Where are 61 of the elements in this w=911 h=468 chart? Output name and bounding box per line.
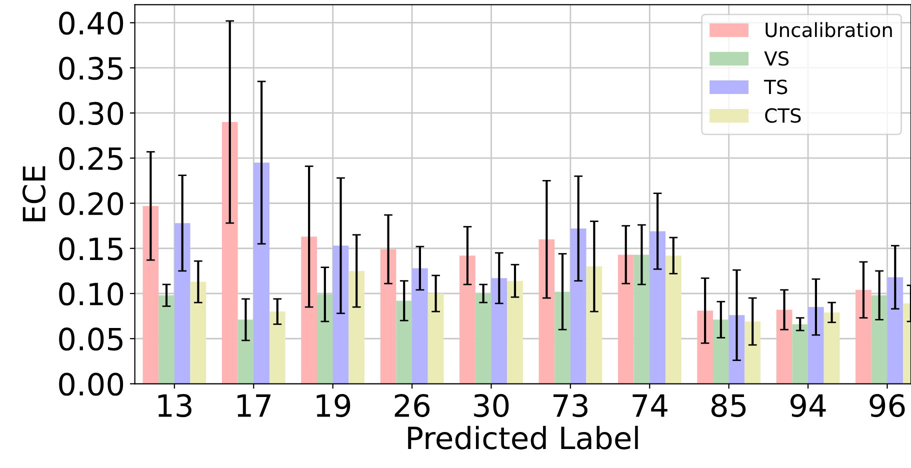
x-axis-title: Predicted Label [408, 426, 638, 450]
y-tick-label: 0.05 [59, 328, 122, 351]
bar [428, 294, 444, 384]
x-tick-label: 96 [870, 394, 905, 418]
bar [871, 295, 888, 384]
bar [570, 228, 586, 384]
bar [856, 290, 872, 384]
y-tick-label: 0.25 [59, 147, 122, 170]
legend-label: Uncalibration [766, 22, 892, 38]
bar [460, 256, 476, 384]
x-tick-label: 94 [790, 394, 826, 418]
bar [316, 294, 333, 384]
bar [712, 320, 729, 384]
x-tick-label: 19 [316, 394, 350, 418]
bar [475, 294, 492, 384]
bar [507, 280, 523, 384]
bar [538, 239, 555, 384]
bar [174, 223, 190, 384]
bar [776, 310, 792, 384]
bar [586, 266, 602, 384]
bar [238, 320, 254, 384]
bar [380, 249, 396, 384]
y-tick-label: 0.40 [59, 12, 124, 35]
x-tick-label: 13 [158, 394, 192, 418]
bar [222, 122, 238, 384]
bar [824, 312, 840, 384]
legend-label: TS [764, 80, 788, 94]
bar [412, 268, 428, 384]
bar [348, 270, 365, 384]
bar [808, 307, 824, 384]
bar [697, 310, 713, 384]
legend-label: VS [764, 51, 789, 66]
bar [254, 162, 270, 384]
bar [491, 278, 508, 384]
y-tick-label: 0.10 [59, 282, 124, 306]
y-tick-label: 0.20 [59, 192, 124, 216]
bar [269, 312, 286, 384]
bar [665, 256, 682, 384]
y-tick-label: 0.15 [59, 237, 122, 260]
bar [650, 231, 666, 384]
bar [396, 300, 412, 384]
bar [792, 324, 808, 384]
bar [190, 282, 206, 384]
y-axis-title: ECE [22, 166, 46, 222]
bar [158, 295, 174, 384]
bar [618, 254, 634, 384]
y-tick-label: 0.35 [59, 56, 122, 80]
y-tick-label: 0.30 [59, 102, 124, 126]
bar [634, 254, 650, 384]
x-tick-label: 30 [474, 394, 509, 418]
x-tick-label: 17 [238, 394, 270, 417]
legend-label: CTS [765, 108, 801, 123]
y-tick-label: 0.00 [59, 372, 124, 396]
x-tick-label: 85 [711, 394, 746, 418]
x-tick-label: 26 [394, 394, 430, 418]
x-tick-label: 73 [554, 394, 588, 418]
x-tick-label: 74 [632, 394, 668, 417]
bar [301, 236, 317, 384]
bar [744, 321, 761, 384]
bar [142, 206, 159, 384]
bar [554, 292, 570, 384]
